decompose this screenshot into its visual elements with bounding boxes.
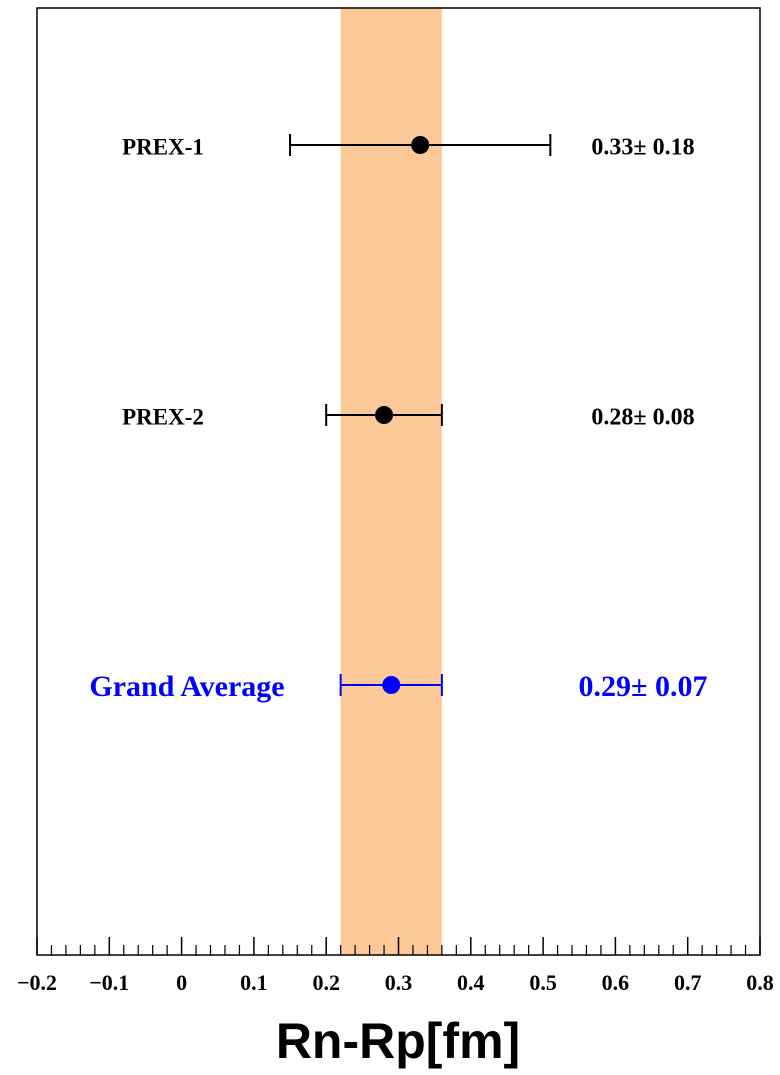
x-tick-label: −0.1 bbox=[89, 970, 129, 995]
x-tick-label: 0.6 bbox=[602, 970, 630, 995]
x-tick-label: 0.4 bbox=[457, 970, 485, 995]
category-label: PREX-2 bbox=[122, 404, 204, 429]
x-tick-label: 0.3 bbox=[385, 970, 413, 995]
x-tick-label: 0.8 bbox=[746, 970, 774, 995]
x-tick-label: 0 bbox=[176, 970, 187, 995]
x-tick-label: −0.2 bbox=[17, 970, 57, 995]
category-label: Grand Average bbox=[89, 670, 284, 703]
value-label: 0.33± 0.18 bbox=[591, 135, 694, 161]
x-tick-label: 0.7 bbox=[674, 970, 702, 995]
band bbox=[340, 8, 442, 955]
x-tick-label: 0.1 bbox=[240, 970, 268, 995]
point bbox=[382, 676, 401, 694]
x-tick-label: 0.2 bbox=[312, 970, 340, 995]
x-tick-label: 0.5 bbox=[529, 970, 557, 995]
value-label: 0.29± 0.07 bbox=[579, 670, 708, 703]
point bbox=[411, 136, 430, 154]
x-axis-title: Rn-Rp[fm] bbox=[276, 1013, 520, 1069]
point bbox=[375, 406, 394, 424]
category-label: PREX-1 bbox=[122, 134, 204, 159]
value-label: 0.28± 0.08 bbox=[591, 405, 694, 431]
